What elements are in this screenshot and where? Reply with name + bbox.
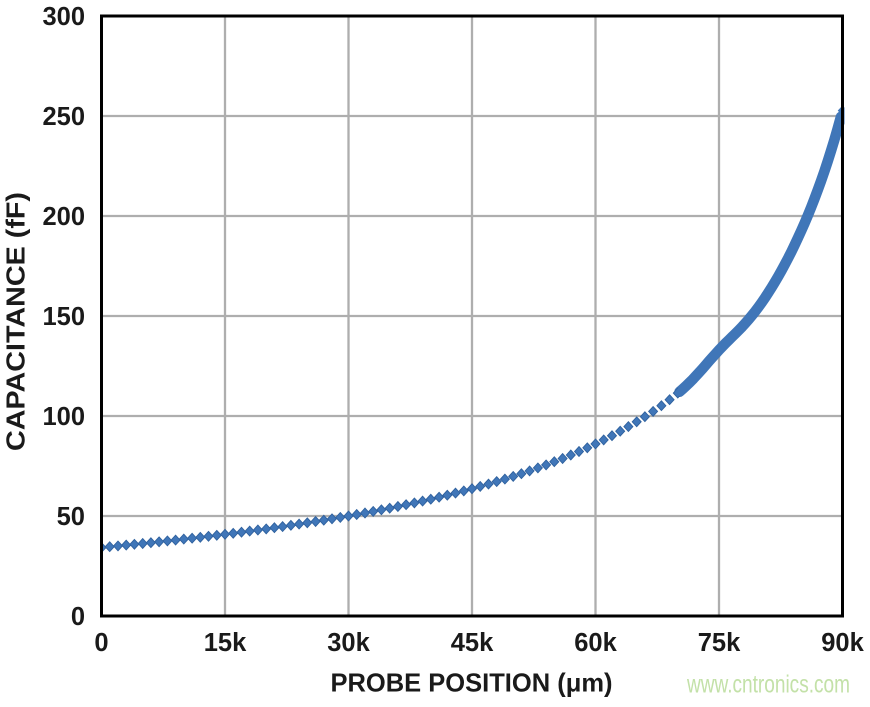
svg-text:0: 0 (71, 603, 85, 631)
svg-text:150: 150 (42, 303, 85, 331)
svg-text:60k: 60k (574, 629, 617, 657)
svg-text:200: 200 (42, 203, 85, 231)
svg-text:250: 250 (42, 103, 85, 131)
svg-text:90k: 90k (821, 629, 864, 657)
svg-text:75k: 75k (698, 629, 741, 657)
svg-text:300: 300 (42, 3, 85, 31)
svg-text:www.cntronics.com: www.cntronics.com (686, 671, 850, 699)
svg-text:45k: 45k (451, 629, 494, 657)
svg-text:CAPACITANCE (fF): CAPACITANCE (fF) (1, 192, 31, 451)
svg-text:100: 100 (42, 403, 85, 431)
svg-text:30k: 30k (327, 629, 370, 657)
svg-text:15k: 15k (204, 629, 247, 657)
svg-text:0: 0 (94, 629, 108, 657)
svg-text:PROBE POSITION (μm): PROBE POSITION (μm) (331, 668, 613, 698)
svg-text:50: 50 (57, 503, 85, 531)
